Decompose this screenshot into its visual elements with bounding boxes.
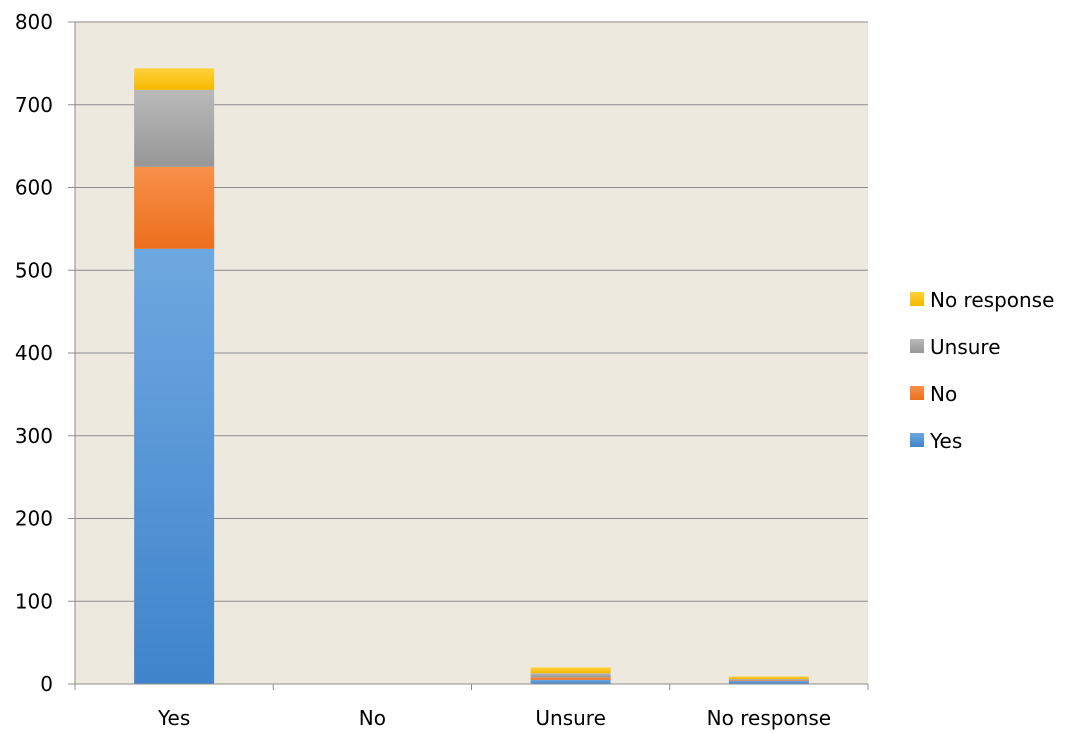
legend-swatch (910, 386, 924, 400)
x-tick-label: Yes (157, 706, 190, 730)
y-tick-label: 600 (15, 176, 53, 200)
bar-segment (134, 248, 215, 685)
y-tick-label: 800 (15, 10, 53, 34)
bar-segment (530, 679, 611, 684)
bar-segment (530, 673, 611, 678)
bar-segment (530, 667, 611, 674)
bar-segment (728, 679, 809, 680)
y-tick-label: 300 (15, 424, 53, 448)
legend-label: No (930, 382, 957, 406)
legend-swatch (910, 339, 924, 353)
y-tick-label: 700 (15, 93, 53, 117)
y-tick-label: 200 (15, 507, 53, 531)
x-axis-ticks: Yes No Unsure No response (157, 706, 831, 730)
y-tick-label: 0 (40, 672, 53, 696)
x-tick-label: No (359, 706, 386, 730)
bar-segment (530, 677, 611, 680)
bar-segment (728, 679, 809, 681)
bar-segment (134, 166, 215, 249)
y-tick-label: 400 (15, 341, 53, 365)
bar-segment (134, 68, 215, 90)
x-tick-label: Unsure (535, 706, 606, 730)
legend-swatch (910, 433, 924, 447)
x-tick-label: No response (707, 706, 831, 730)
y-tick-label: 500 (15, 258, 53, 282)
bar-segment (134, 89, 215, 167)
bar-segment (728, 676, 809, 680)
legend-label: No response (930, 288, 1054, 312)
bars (134, 68, 809, 685)
legend-label: Unsure (930, 335, 1001, 359)
bar-segment (728, 680, 809, 684)
y-tick-label: 100 (15, 589, 53, 613)
legend-swatch (910, 292, 924, 306)
axes (68, 21, 869, 690)
legend: No response Unsure No Yes (910, 288, 1054, 453)
y-axis-ticks: 0 100 200 300 400 500 600 700 800 (15, 10, 53, 696)
legend-label: Yes (929, 429, 962, 453)
